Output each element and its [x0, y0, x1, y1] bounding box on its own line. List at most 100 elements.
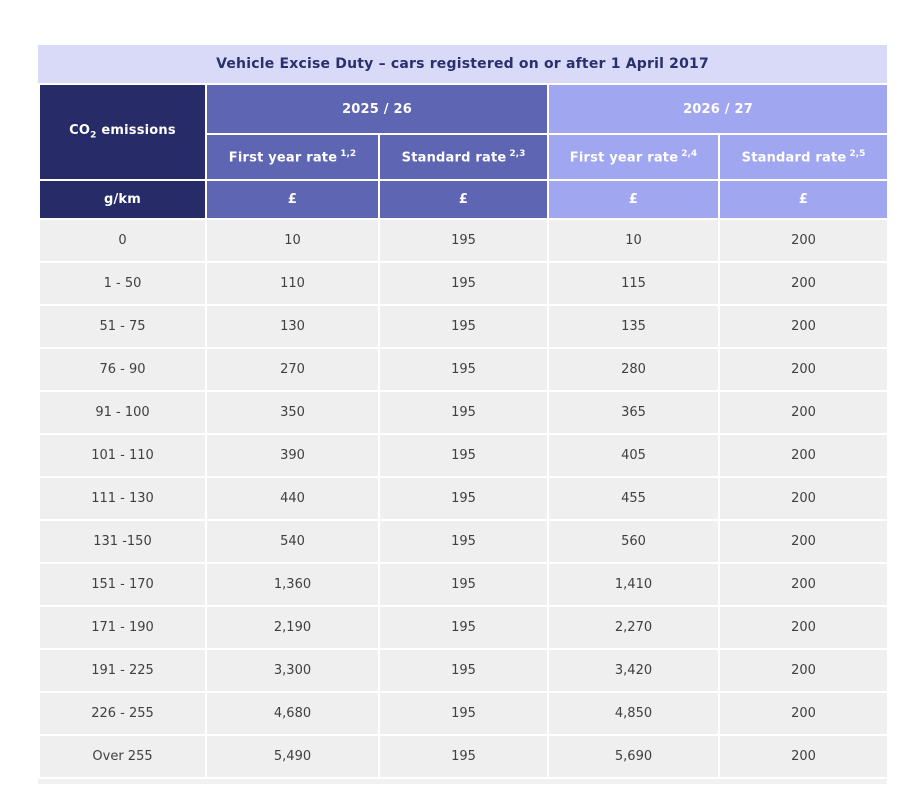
footnote-superscript: 2,4	[681, 148, 698, 159]
standard-rate-2025-cell: 195	[378, 433, 549, 478]
standard-rate-2025-cell: 195	[378, 347, 549, 392]
first-year-rate-2025-cell: 130	[205, 304, 380, 349]
currency-header-2025-fyr: £	[205, 179, 380, 220]
emissions-band-cell: Over 255	[38, 734, 207, 779]
standard-rate-2025-cell: 195	[378, 734, 549, 779]
standard-rate-2025-cell: 195	[378, 648, 549, 693]
standard-rate-2025-cell: 195	[378, 605, 549, 650]
table-row: 151 - 170 1,360 195 1,410 200	[38, 562, 889, 607]
standard-rate-2025-cell: 195	[378, 476, 549, 521]
standard-rate-2025-cell: 195	[378, 519, 549, 564]
co2-emissions-header: CO2 emissions	[38, 83, 207, 181]
column-label: First year rate	[228, 150, 338, 166]
table-row: 111 - 130 440 195 455 200	[38, 476, 889, 521]
standard-rate-2025-header: Standard rate 2,3	[378, 133, 549, 181]
first-year-rate-2026-cell: 3,420	[547, 648, 720, 693]
first-year-rate-2025-cell: 10	[205, 218, 380, 263]
standard-rate-2026-cell: 200	[718, 476, 889, 521]
table-row: Over 255 5,490 195 5,690 200	[38, 734, 889, 779]
table-row: 101 - 110 390 195 405 200	[38, 433, 889, 478]
first-year-rate-2026-cell: 560	[547, 519, 720, 564]
standard-rate-2026-header: Standard rate 2,5	[718, 133, 889, 181]
first-year-rate-2026-cell: 365	[547, 390, 720, 435]
table-row: 131 -150 540 195 560 200	[38, 519, 889, 564]
standard-rate-2026-cell: 200	[718, 261, 889, 306]
ved-rates-table-container: Vehicle Excise Duty – cars registered on…	[38, 45, 889, 784]
first-year-rate-2025-cell: 2,190	[205, 605, 380, 650]
table-row: 191 - 225 3,300 195 3,420 200	[38, 648, 889, 693]
first-year-rate-2026-cell: 115	[547, 261, 720, 306]
emissions-band-cell: 76 - 90	[38, 347, 207, 392]
first-year-rate-2026-cell: 280	[547, 347, 720, 392]
standard-rate-2025-cell: 195	[378, 261, 549, 306]
standard-rate-2026-cell: 200	[718, 691, 889, 736]
emissions-band-cell: 0	[38, 218, 207, 263]
standard-rate-2026-cell: 200	[718, 433, 889, 478]
standard-rate-2025-cell: 195	[378, 562, 549, 607]
first-year-rate-2026-cell: 4,850	[547, 691, 720, 736]
standard-rate-2025-cell: 195	[378, 390, 549, 435]
emissions-band-cell: 226 - 255	[38, 691, 207, 736]
standard-rate-2026-cell: 200	[718, 347, 889, 392]
first-year-rate-2026-cell: 405	[547, 433, 720, 478]
table-row: 76 - 90 270 195 280 200	[38, 347, 889, 392]
column-label: First year rate	[569, 150, 679, 166]
standard-rate-2026-cell: 200	[718, 218, 889, 263]
footnote-superscript: 2,5	[849, 148, 866, 159]
emissions-band-cell: 91 - 100	[38, 390, 207, 435]
co2-label-prefix: CO	[69, 123, 91, 139]
standard-rate-2025-cell: 195	[378, 218, 549, 263]
first-year-rate-2025-header: First year rate 1,2	[205, 133, 380, 181]
footnote-superscript: 2,3	[509, 148, 526, 159]
first-year-rate-2026-cell: 2,270	[547, 605, 720, 650]
table-row: 1 - 50 110 195 115 200	[38, 261, 889, 306]
table-row: 171 - 190 2,190 195 2,270 200	[38, 605, 889, 650]
year-group-2026-27-header: 2026 / 27	[547, 83, 889, 135]
co2-label-suffix: emissions	[96, 123, 176, 139]
standard-rate-2026-cell: 200	[718, 304, 889, 349]
table-body: 0 10 195 10 200 1 - 50 110 195 115 200 51 - 75 130 1…	[38, 218, 889, 779]
standard-rate-2026-cell: 200	[718, 562, 889, 607]
bottom-strip	[38, 779, 887, 784]
first-year-rate-2026-cell: 1,410	[547, 562, 720, 607]
first-year-rate-2025-cell: 270	[205, 347, 380, 392]
first-year-rate-2025-cell: 3,300	[205, 648, 380, 693]
emissions-band-cell: 171 - 190	[38, 605, 207, 650]
standard-rate-2025-cell: 195	[378, 691, 549, 736]
emissions-band-cell: 191 - 225	[38, 648, 207, 693]
standard-rate-2026-cell: 200	[718, 605, 889, 650]
first-year-rate-2026-header: First year rate 2,4	[547, 133, 720, 181]
first-year-rate-2025-cell: 440	[205, 476, 380, 521]
first-year-rate-2025-cell: 4,680	[205, 691, 380, 736]
first-year-rate-2025-cell: 1,360	[205, 562, 380, 607]
footnote-superscript: 1,2	[340, 148, 357, 159]
column-label: Standard rate	[741, 150, 847, 166]
standard-rate-2026-cell: 200	[718, 648, 889, 693]
gkm-unit-header: g/km	[38, 179, 207, 220]
standard-rate-2026-cell: 200	[718, 390, 889, 435]
first-year-rate-2025-cell: 350	[205, 390, 380, 435]
first-year-rate-2025-cell: 110	[205, 261, 380, 306]
first-year-rate-2026-cell: 10	[547, 218, 720, 263]
first-year-rate-2026-cell: 135	[547, 304, 720, 349]
emissions-band-cell: 51 - 75	[38, 304, 207, 349]
emissions-band-cell: 111 - 130	[38, 476, 207, 521]
standard-rate-2026-cell: 200	[718, 734, 889, 779]
currency-header-2026-fyr: £	[547, 179, 720, 220]
table-title: Vehicle Excise Duty – cars registered on…	[38, 45, 887, 83]
table-row: 51 - 75 130 195 135 200	[38, 304, 889, 349]
first-year-rate-2025-cell: 5,490	[205, 734, 380, 779]
table-row: 91 - 100 350 195 365 200	[38, 390, 889, 435]
table-row: 226 - 255 4,680 195 4,850 200	[38, 691, 889, 736]
emissions-band-cell: 131 -150	[38, 519, 207, 564]
standard-rate-2025-cell: 195	[378, 304, 549, 349]
first-year-rate-2025-cell: 390	[205, 433, 380, 478]
co2-subscript: 2	[90, 130, 97, 141]
emissions-band-cell: 101 - 110	[38, 433, 207, 478]
year-group-2025-26-header: 2025 / 26	[205, 83, 549, 135]
first-year-rate-2025-cell: 540	[205, 519, 380, 564]
currency-header-2026-sr: £	[718, 179, 889, 220]
standard-rate-2026-cell: 200	[718, 519, 889, 564]
emissions-band-cell: 1 - 50	[38, 261, 207, 306]
